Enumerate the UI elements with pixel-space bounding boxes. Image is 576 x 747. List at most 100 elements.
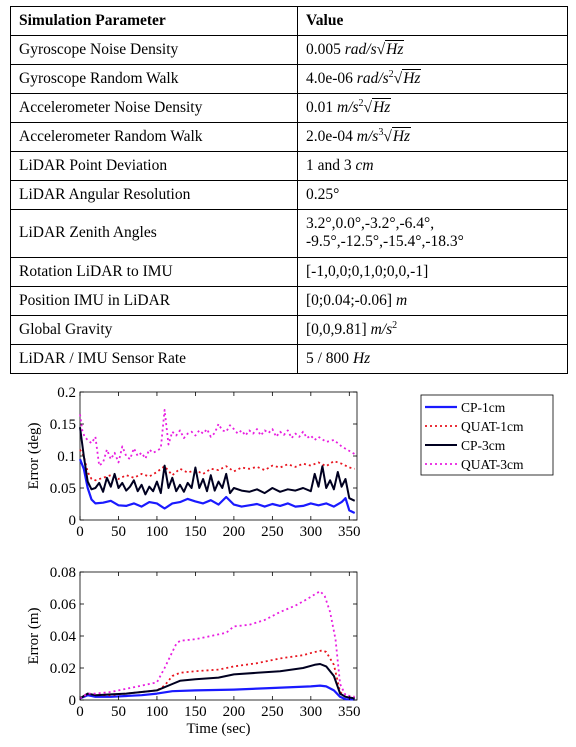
value-number: 0.01 bbox=[306, 99, 334, 117]
param-value-cell: 4.0e-06 rad/s2√Hz bbox=[297, 64, 568, 95]
x-tick-label: 200 bbox=[223, 524, 246, 540]
table-row: LiDAR / IMU Sensor Rate 5 / 800 Hz bbox=[10, 343, 568, 375]
x-tick-label: 150 bbox=[184, 704, 207, 720]
table-row: Gyroscope Random Walk 4.0e-06 rad/s2√Hz bbox=[10, 64, 568, 95]
y-tick-label: 0.02 bbox=[50, 661, 76, 677]
series-line-quat-3cm bbox=[79, 409, 356, 467]
y-tick-label: 0.2 bbox=[57, 385, 76, 401]
series-line-quat-3cm bbox=[79, 590, 355, 700]
x-axis-label: Time (sec) bbox=[186, 721, 250, 737]
value-number: 2.0e-04 bbox=[306, 128, 353, 146]
x-tick-label: 350 bbox=[338, 524, 361, 540]
param-name-cell: Position IMU in LiDAR bbox=[10, 285, 298, 316]
param-name-cell: LiDAR Zenith Angles bbox=[10, 209, 298, 258]
series-line-cp-1cm bbox=[78, 458, 356, 514]
param-name-cell: Accelerometer Noise Density bbox=[10, 93, 298, 124]
x-tick-label: 50 bbox=[111, 524, 126, 540]
param-name-cell: LiDAR / IMU Sensor Rate bbox=[10, 343, 298, 375]
param-name-cell: Gyroscope Noise Density bbox=[10, 34, 298, 66]
sqrt-argument: Hz bbox=[372, 98, 392, 117]
value-number-line2: -9.5°,-12.5°,-15.4°,-18.3° bbox=[306, 233, 464, 251]
param-name-cell: Accelerometer Random Walk bbox=[10, 122, 298, 153]
value-number: 1 and 3 bbox=[306, 157, 352, 175]
table-row: Gyroscope Noise Density 0.005 rad/s√Hz bbox=[10, 34, 568, 66]
value-unit: m/s bbox=[356, 128, 379, 146]
param-name-cell: LiDAR Angular Resolution bbox=[10, 180, 298, 211]
x-tick-label: 300 bbox=[300, 704, 323, 720]
plot-area bbox=[79, 571, 358, 701]
x-tick-label: 200 bbox=[223, 704, 246, 720]
value-unit: m bbox=[395, 291, 408, 309]
param-value-cell: 2.0e-04 m/s3√Hz bbox=[297, 122, 568, 153]
table-header-parameter: Simulation Parameter bbox=[10, 6, 298, 36]
x-tick-label: 150 bbox=[184, 524, 207, 540]
x-tick-label: 100 bbox=[146, 524, 169, 540]
param-name-cell: LiDAR Point Deviation bbox=[10, 151, 298, 182]
series-line-cp-1cm bbox=[79, 684, 355, 701]
plot-area bbox=[79, 391, 358, 521]
value-unit: rad/s bbox=[344, 41, 377, 58]
sqrt-argument: Hz bbox=[391, 127, 412, 146]
x-tick-label: 100 bbox=[146, 704, 169, 720]
value-unit: m/s bbox=[337, 99, 359, 117]
legend-label: CP-3cm bbox=[461, 438, 506, 453]
y-tick-label: 0.15 bbox=[50, 417, 76, 433]
table-row: Global Gravity [0,0,9.81] m/s2 bbox=[10, 314, 568, 345]
y-tick-label: 0.04 bbox=[50, 629, 77, 645]
x-tick-label: 50 bbox=[111, 704, 126, 720]
table-row: Accelerometer Noise Density 0.01 m/s2√Hz bbox=[10, 93, 568, 124]
param-name-cell: Gyroscope Random Walk bbox=[10, 64, 298, 95]
param-value-cell: 0.01 m/s2√Hz bbox=[297, 93, 568, 124]
sqrt-symbol: √Hz bbox=[376, 40, 405, 58]
x-tick-label: 0 bbox=[76, 704, 84, 720]
value-number: [0,0,9.81] bbox=[306, 320, 367, 338]
value-unit: cm bbox=[355, 157, 374, 175]
y-tick-label: 0.05 bbox=[50, 481, 76, 497]
series-line-cp-3cm bbox=[79, 663, 355, 700]
value-unit-exponent: 2 bbox=[388, 68, 394, 80]
value-number: [0;0.04;-0.06] bbox=[306, 291, 393, 309]
legend-label: QUAT-1cm bbox=[461, 419, 524, 434]
legend-label: CP-1cm bbox=[461, 400, 506, 415]
param-value-cell: 0.25° bbox=[297, 180, 568, 211]
x-tick-label: 300 bbox=[300, 524, 323, 540]
y-tick-label: 0.1 bbox=[57, 449, 76, 465]
param-value-cell: 5 / 800 Hz bbox=[297, 343, 568, 375]
param-value-cell: 3.2°,0.0°,-3.2°,-6.4°, -9.5°,-12.5°,-15.4… bbox=[297, 209, 568, 258]
legend-label: QUAT-3cm bbox=[461, 457, 524, 472]
error-deg-chart: 0 50 100 150 200 250 300 350 0 0.05 0.1 0.15 0.2 Erro… bbox=[26, 385, 554, 540]
table-row: LiDAR Point Deviation 1 and 3 cm bbox=[10, 151, 568, 182]
y-tick-label: 0.08 bbox=[50, 565, 76, 581]
y-axis-label: Error (m) bbox=[26, 607, 42, 664]
y-tick-label: 0.06 bbox=[50, 597, 77, 613]
sqrt-symbol: √Hz bbox=[393, 69, 422, 88]
value-unit-exponent: 2 bbox=[358, 97, 364, 109]
table-row: LiDAR Zenith Angles 3.2°,0.0°,-3.2°,-6.4°… bbox=[10, 209, 568, 258]
value-unit: m/s bbox=[370, 320, 393, 338]
sqrt-argument: Hz bbox=[385, 40, 405, 58]
param-name-cell: Rotation LiDAR to IMU bbox=[10, 256, 298, 287]
table-row: Rotation LiDAR to IMU [-1,0,0;0,1,0;0,0,-… bbox=[10, 256, 568, 287]
value-number: 4.0e-06 bbox=[306, 70, 353, 88]
sqrt-argument: Hz bbox=[402, 69, 422, 88]
parameter-table: Simulation Parameter Value Gyroscope Noi… bbox=[10, 6, 568, 375]
x-tick-label: 350 bbox=[338, 704, 361, 720]
value-unit-exponent: 2 bbox=[392, 319, 398, 331]
legend-box bbox=[420, 394, 554, 476]
x-tick-label: 250 bbox=[261, 524, 284, 540]
value-number: 5 / 800 bbox=[306, 349, 350, 367]
param-name-cell: Global Gravity bbox=[10, 314, 298, 345]
param-value-cell: 0.005 rad/s√Hz bbox=[297, 34, 568, 66]
table-header-row: Simulation Parameter Value bbox=[10, 6, 568, 36]
sqrt-symbol: √Hz bbox=[383, 127, 412, 146]
value-unit: rad/s bbox=[356, 70, 389, 88]
y-axis-label: Error (deg) bbox=[26, 422, 42, 489]
error-m-chart: 0 50 100 150 200 250 300 350 0 0.02 0.04 0.06 0.08 Er… bbox=[26, 565, 361, 737]
table-header-value: Value bbox=[297, 6, 568, 36]
param-value-cell: [0,0,9.81] m/s2 bbox=[297, 314, 568, 345]
table-row: Position IMU in LiDAR [0;0.04;-0.06] m bbox=[10, 285, 568, 316]
value-unit-exponent: 3 bbox=[378, 126, 384, 138]
value-number: 0.005 bbox=[306, 41, 341, 58]
value-unit: Hz bbox=[352, 349, 371, 367]
x-tick-label: 250 bbox=[261, 704, 284, 720]
